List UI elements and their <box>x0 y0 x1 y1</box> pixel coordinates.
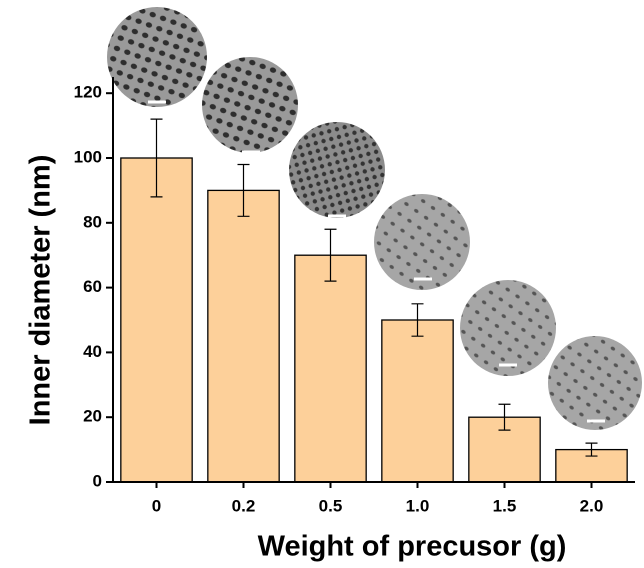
bar <box>381 319 454 483</box>
y-axis-title: Inner diameter (nm) <box>25 155 57 426</box>
error-bar <box>324 228 337 282</box>
bar <box>120 157 193 483</box>
x-axis-title: Weight of precusor (g) <box>258 531 567 563</box>
y-tick-label: 100 <box>74 147 102 166</box>
y-tick-label: 0 <box>93 471 102 490</box>
x-tick-label: 2.0 <box>580 496 604 515</box>
sem-images <box>107 7 642 430</box>
y-tick-label: 120 <box>74 83 102 102</box>
x-tick-label: 1.0 <box>406 496 430 515</box>
error-bar <box>498 403 511 431</box>
x-tick-label: 0.5 <box>319 496 343 515</box>
y-tick-label: 20 <box>83 407 102 426</box>
error-bar <box>237 163 250 217</box>
y-tick-label: 60 <box>83 277 102 296</box>
error-bar <box>585 442 598 457</box>
x-tick-label: 0 <box>152 496 161 515</box>
error-bar <box>150 118 163 198</box>
x-tick-label: 1.5 <box>493 496 517 515</box>
bar <box>294 254 367 483</box>
y-tick-label: 40 <box>83 342 102 361</box>
error-bar <box>411 303 424 337</box>
x-tick-label: 0.2 <box>232 496 256 515</box>
bar <box>207 189 280 483</box>
y-tick-label: 80 <box>83 212 102 231</box>
